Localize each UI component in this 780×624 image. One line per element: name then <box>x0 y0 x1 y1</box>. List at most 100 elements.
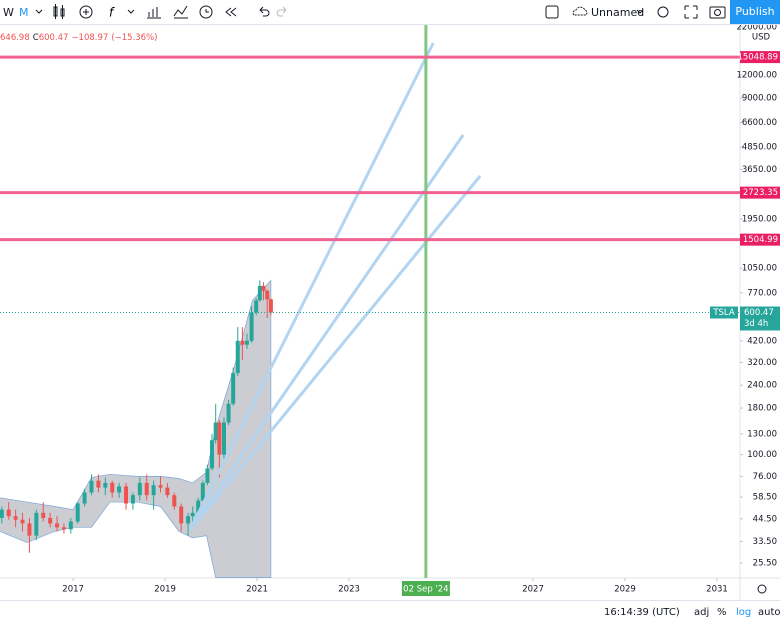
level-label-bg <box>740 186 780 199</box>
log-toggle[interactable]: log <box>736 607 752 618</box>
toolbar: W M f Unnamed Publish <box>0 0 780 25</box>
candle-body <box>130 495 135 504</box>
y-tick-label: 4850.00 <box>742 142 777 152</box>
candle-body <box>61 527 66 530</box>
layout-name[interactable]: Unnamed <box>591 6 645 19</box>
candle-body <box>200 482 205 501</box>
snapshot-icon[interactable] <box>709 6 726 19</box>
y-tick-label: 180.00 <box>747 404 777 414</box>
candle-body <box>68 521 73 530</box>
auto-toggle[interactable]: auto <box>758 607 780 618</box>
price-label-bg <box>740 306 780 331</box>
plot-area <box>0 25 740 578</box>
y-tick-label: 33.50 <box>753 537 777 547</box>
y-tick-label: 9000.00 <box>742 93 777 103</box>
candle-body <box>103 482 108 488</box>
x-tick-label: 2017 <box>62 585 84 595</box>
x-tick-label: 2027 <box>522 585 544 595</box>
x-tick-label: 2031 <box>706 585 728 595</box>
candle-body <box>20 519 25 524</box>
candle-body <box>165 487 170 496</box>
trend-line <box>188 174 482 531</box>
axes: 22000.00 12000.00 9000.00 6600.00 4850.00 365… <box>62 25 780 596</box>
candle-body <box>210 440 215 469</box>
replay-icon[interactable] <box>225 7 237 17</box>
legend-value: 646.98 <box>0 33 30 43</box>
candle-body <box>235 340 240 374</box>
y-tick-label: 100.00 <box>747 450 777 460</box>
candle-body <box>117 486 122 493</box>
toolbar-right-icons <box>545 5 726 19</box>
legend-value: −108.97 <box>71 33 108 43</box>
candle-body <box>254 300 259 313</box>
candle-body <box>221 422 226 455</box>
level-label: 2723.35 <box>743 188 778 198</box>
axis-settings[interactable] <box>757 584 767 594</box>
level-label-bg <box>740 233 780 246</box>
legend: 646.98 C600.47 −108.97 (−15.36%) <box>0 33 157 43</box>
candle-body <box>196 500 201 513</box>
candle-body <box>226 403 231 423</box>
status-bar: 16:14:39 (UTC) adj % log auto <box>0 600 780 624</box>
chart-type-icon[interactable] <box>53 4 65 19</box>
y-tick-label: 58.50 <box>753 493 777 503</box>
legend-value: (−15.36%) <box>111 33 157 43</box>
candle-body <box>268 299 273 313</box>
candle-body <box>261 285 266 291</box>
candle-body <box>144 482 149 496</box>
candle-body <box>27 523 32 536</box>
candle-body <box>34 512 39 536</box>
countdown-label: 3d 4h <box>744 319 768 329</box>
compare-icon[interactable] <box>173 5 188 19</box>
clock: 16:14:39 (UTC) <box>604 607 680 618</box>
x-tick-label: 2019 <box>154 585 176 595</box>
alert-icon[interactable] <box>199 5 213 19</box>
fullscreen-toggle[interactable] <box>545 5 559 19</box>
candle-body <box>48 517 53 524</box>
candle-body <box>137 482 142 496</box>
legend-value: 600.47 <box>39 33 69 43</box>
indicator-add-icon[interactable] <box>79 5 93 19</box>
candle-body <box>190 512 195 517</box>
fx-icon[interactable]: f <box>109 6 115 20</box>
y-tick-label: 12000.00 <box>736 71 777 81</box>
candle-body <box>249 312 254 341</box>
adj-toggle[interactable]: adj <box>694 607 710 618</box>
symbol-label: TSLA <box>712 308 735 318</box>
dropdown-icon[interactable] <box>127 9 135 14</box>
currency-label: USD <box>752 33 771 43</box>
candle-body <box>265 290 270 300</box>
y-tick-label: 44.50 <box>753 514 777 524</box>
vline-label: 02 Sep '24 <box>403 585 448 595</box>
candle-body <box>89 480 94 493</box>
trend-line <box>188 134 465 531</box>
level-label: 1504.99 <box>743 235 778 245</box>
candle-body <box>0 509 4 518</box>
candle-body <box>151 485 156 496</box>
cloud-icon[interactable] <box>572 6 588 16</box>
candle-body <box>213 422 218 441</box>
y-tick-label: 3650.00 <box>742 165 777 175</box>
candle-body <box>186 516 191 524</box>
redo-icon[interactable] <box>276 6 287 17</box>
candle-body <box>217 422 222 455</box>
undo-icon[interactable] <box>259 6 270 17</box>
dropdown-icon[interactable] <box>35 9 43 14</box>
bars-icon[interactable] <box>147 7 161 19</box>
dropdown-icon[interactable] <box>636 9 644 14</box>
settings-icon[interactable] <box>657 6 669 18</box>
y-tick-label: 320.00 <box>747 358 777 368</box>
percent-toggle[interactable]: % <box>717 607 727 618</box>
candle-body <box>75 503 80 522</box>
candle-body <box>55 523 60 528</box>
candle-body <box>257 285 262 301</box>
expand-icon[interactable] <box>684 5 698 19</box>
interval-button[interactable]: M <box>19 6 29 19</box>
chart: 22000.00 12000.00 9000.00 6600.00 4850.00 365… <box>0 25 780 600</box>
candle-body <box>124 486 129 504</box>
y-tick-label: 130.00 <box>747 429 777 439</box>
y-tick-label: 22000.00 <box>736 25 777 32</box>
y-tick-label: 240.00 <box>747 381 777 391</box>
interval-button[interactable]: W <box>3 6 14 19</box>
publish-button[interactable]: Publish <box>730 0 780 24</box>
